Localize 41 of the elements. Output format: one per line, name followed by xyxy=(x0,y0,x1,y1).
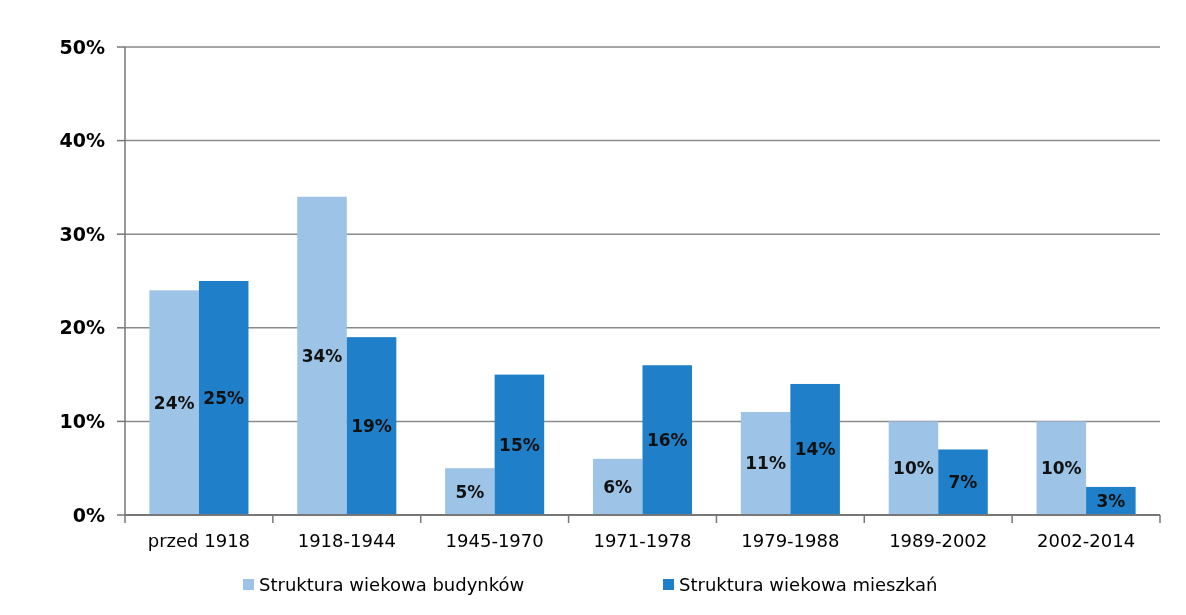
bar xyxy=(346,337,397,515)
data-label: 10% xyxy=(893,458,934,479)
data-label: 6% xyxy=(603,476,633,497)
data-label: 25% xyxy=(203,387,245,408)
x-tick-label: 1989-2002 xyxy=(889,530,988,551)
bar xyxy=(888,421,939,515)
data-label: 14% xyxy=(794,439,836,460)
bar xyxy=(1036,421,1087,515)
data-label: 19% xyxy=(351,416,392,437)
y-tick-label: 20% xyxy=(59,316,105,339)
bar xyxy=(592,458,643,515)
data-label: 34% xyxy=(301,345,343,366)
data-label: 15% xyxy=(499,434,540,455)
x-tick-label: 1971-1978 xyxy=(593,530,692,551)
bar xyxy=(297,196,347,515)
bar xyxy=(642,365,693,515)
bar xyxy=(198,281,249,515)
x-tick-label: 2002-2014 xyxy=(1037,530,1136,551)
y-tick-label: 0% xyxy=(72,503,105,526)
bar xyxy=(149,290,199,515)
bar xyxy=(740,412,791,515)
x-tick-label: 1918-1944 xyxy=(297,530,396,551)
y-tick-label: 10% xyxy=(59,410,105,433)
data-label: 7% xyxy=(948,472,978,493)
data-label: 24% xyxy=(153,392,195,413)
data-label: 5% xyxy=(455,481,485,502)
data-label: 16% xyxy=(646,430,688,451)
bar xyxy=(790,383,840,515)
x-tick-label: 1945-1970 xyxy=(445,530,544,551)
y-tick-label: 40% xyxy=(59,129,105,152)
y-tick-label: 50% xyxy=(59,35,105,58)
bar xyxy=(494,374,545,515)
x-tick-label: przed 1918 xyxy=(147,530,251,551)
x-tick-label: 1979-1988 xyxy=(741,530,840,551)
data-label: 11% xyxy=(745,453,786,474)
bar xyxy=(938,449,988,515)
legend-label: Struktura wiekowa mieszkań xyxy=(679,574,938,596)
data-label: 10% xyxy=(1040,458,1082,479)
data-label: 3% xyxy=(1096,490,1126,511)
y-tick-label: 30% xyxy=(59,222,105,245)
legend-label: Struktura wiekowa budynków xyxy=(259,574,525,596)
